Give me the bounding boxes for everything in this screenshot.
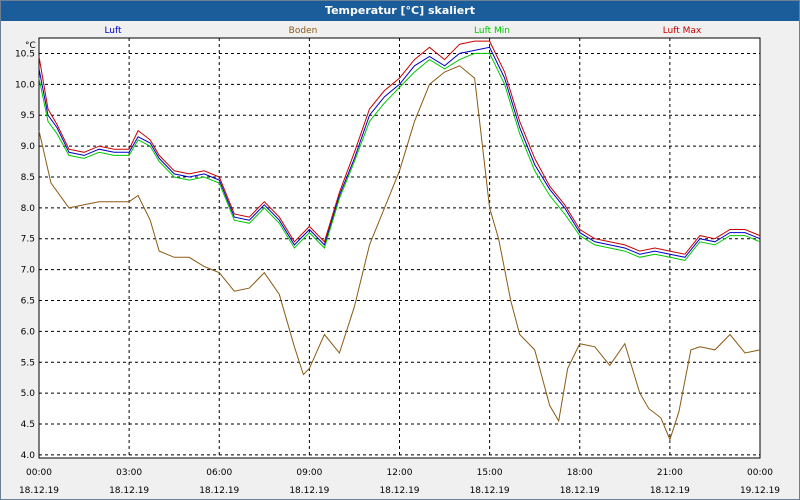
y-tick-label: 5.5 xyxy=(21,358,35,368)
y-axis-ticks: 10.5 10.0 9.5 9.0 8.5 8.0 7.5 7.0 6.5 6.0 5.5 5.0 4.… xyxy=(15,49,35,460)
x-tick-time: 00:00 xyxy=(26,468,52,478)
y-tick-label: 10.0 xyxy=(15,80,35,90)
series-line-luft-min xyxy=(38,52,761,261)
y-tick-label: 4.5 xyxy=(21,420,35,430)
x-tick-date: 18.12.19 xyxy=(109,486,149,496)
y-tick-label: 5.0 xyxy=(21,389,36,399)
y-tick-label: 8.0 xyxy=(21,204,36,214)
x-tick-date: 18.12.19 xyxy=(19,486,59,496)
x-tick-time: 18:00 xyxy=(567,468,593,478)
x-tick-time: 12:00 xyxy=(387,468,413,478)
x-tick-time: 03:00 xyxy=(116,468,142,478)
chart-title: Temperatur [°C] skaliert xyxy=(325,4,475,17)
y-tick-label: 9.0 xyxy=(21,142,36,152)
legend-item-boden: Boden xyxy=(289,26,318,36)
y-tick-label: 6.5 xyxy=(21,297,35,307)
x-tick-date: 18.12.19 xyxy=(199,486,239,496)
y-axis-label: °C xyxy=(25,41,36,51)
series-line-luft-max xyxy=(38,40,761,255)
x-tick-time: 21:00 xyxy=(657,468,683,478)
y-tick-label: 10.5 xyxy=(15,49,35,59)
y-tick-label: 7.5 xyxy=(21,235,35,245)
legend: Luft Boden Luft Min Luft Max xyxy=(104,26,702,36)
y-tick-label: 8.5 xyxy=(21,173,35,183)
x-tick-date: 19.12.19 xyxy=(740,486,780,496)
y-tick-label: 9.5 xyxy=(21,111,35,121)
x-tick-time: 00:00 xyxy=(747,468,773,478)
legend-item-luft-max: Luft Max xyxy=(663,26,702,36)
y-tick-label: 4.0 xyxy=(21,451,36,461)
series-line-luft xyxy=(38,46,761,258)
y-tick-label: 6.0 xyxy=(21,327,36,337)
y-tick-label: 7.0 xyxy=(21,266,36,276)
legend-item-luft-min: Luft Min xyxy=(474,26,510,36)
x-tick-date: 18.12.19 xyxy=(289,486,329,496)
x-tick-date: 18.12.19 xyxy=(470,486,510,496)
title-bar: Temperatur [°C] skaliert xyxy=(1,1,799,21)
x-axis-ticks: 00:00 18.12.19 03:00 18.12.19 06:00 18.12.19 0… xyxy=(19,468,780,496)
series-lines xyxy=(38,40,761,441)
x-tick-time: 09:00 xyxy=(296,468,322,478)
x-tick-date: 18.12.19 xyxy=(650,486,690,496)
x-tick-date: 18.12.19 xyxy=(560,486,600,496)
x-tick-date: 18.12.19 xyxy=(379,486,419,496)
series-line-boden xyxy=(38,65,761,441)
x-tick-time: 06:00 xyxy=(206,468,232,478)
legend-item-luft: Luft xyxy=(104,26,122,36)
x-tick-time: 15:00 xyxy=(477,468,503,478)
